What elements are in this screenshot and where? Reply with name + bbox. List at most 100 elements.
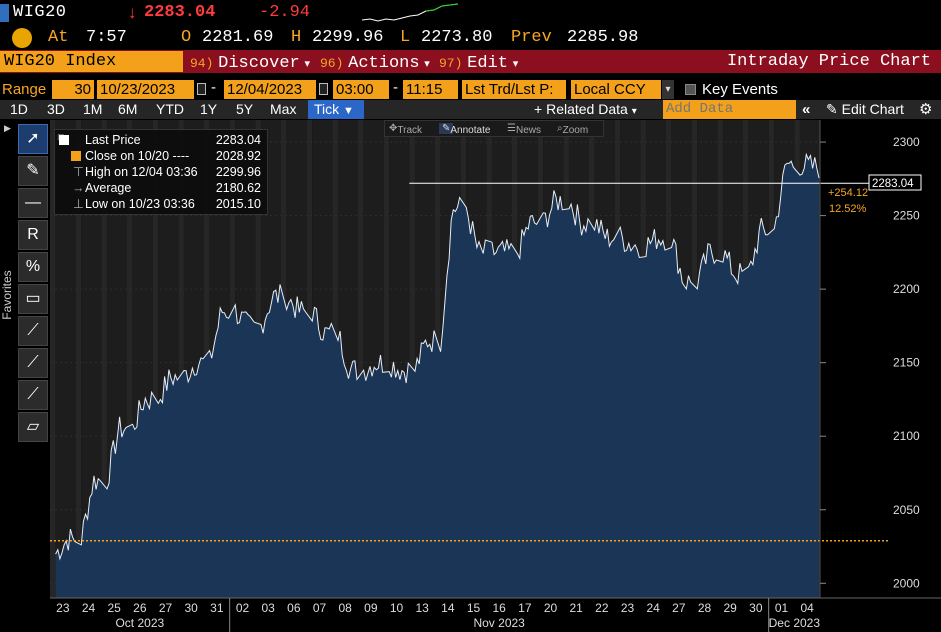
favorites-tab[interactable]: Favorites — [0, 260, 14, 330]
price-line — [55, 152, 820, 561]
range-days-input[interactable]: 30 — [52, 80, 94, 99]
add-data-input[interactable] — [663, 100, 796, 119]
x-tick-label: 23 — [621, 601, 635, 615]
period-1d[interactable]: 1D — [10, 101, 28, 117]
x-tick-label: 30 — [184, 601, 198, 615]
low-value: 2273.80 — [421, 28, 493, 47]
channel-tool[interactable]: ▱ — [18, 412, 48, 442]
actions-menu-label: Actions — [348, 54, 420, 73]
legend-close-value: 2028.92 — [215, 149, 261, 163]
x-tick-label: 10 — [390, 601, 404, 615]
pencil-icon: ✎ — [826, 101, 838, 117]
favorites-label: Favorites — [0, 270, 14, 320]
period-6m[interactable]: 6M — [118, 101, 138, 117]
pencil-tool[interactable]: ✎ — [18, 156, 48, 186]
collapse-chevron-icon[interactable]: « — [802, 101, 811, 118]
x-tick-label: 07 — [313, 601, 327, 615]
x-axis: 23 24 25 26 27 30 31 02 03 06 07 08 09 10 13 14 15 16 17 20… — [50, 597, 941, 632]
x-tick-label: 29 — [723, 601, 737, 615]
trendline-tool[interactable]: ⟋ — [18, 316, 48, 346]
period-max[interactable]: Max — [270, 101, 297, 117]
gear-icon[interactable]: ⚙ — [919, 101, 933, 118]
zoom-label: Zoom — [562, 125, 589, 136]
discover-menu[interactable]: 94) Discover ▾ — [190, 51, 310, 73]
edit-menu-label: Edit — [467, 54, 508, 73]
x-tick-label: 21 — [569, 601, 583, 615]
off-session-band — [152, 120, 159, 598]
last-price-tag-box — [868, 174, 922, 191]
start-date-input[interactable]: 10/23/2023 — [97, 80, 194, 99]
key-events-label: Key Events — [702, 81, 778, 98]
edit-menu[interactable]: 97) Edit ▾ — [439, 51, 519, 73]
low-label: L — [400, 28, 411, 47]
last-price-swatch — [59, 135, 69, 145]
calendar-icon[interactable] — [319, 83, 328, 95]
x-tick-label: 27 — [672, 601, 686, 615]
tick-dropdown[interactable]: Tick ▼ — [308, 100, 364, 119]
quote-time: 7:57 — [86, 28, 127, 47]
rectangle-tool[interactable]: ▭ — [18, 284, 48, 314]
plus-icon: + — [534, 101, 543, 117]
related-data-label: Related Data — [546, 101, 628, 117]
currency-dropdown-icon[interactable]: ▾ — [662, 80, 674, 99]
discover-menu-number: 94) — [190, 56, 214, 71]
news-button[interactable]: ☰ News — [507, 123, 541, 136]
change-abs-label: +254.12 — [828, 187, 868, 199]
legend-low-label: Low on 10/23 03:36 — [85, 197, 195, 211]
change-pct-label: 12.52% — [829, 203, 867, 215]
average-marker-icon: → — [72, 181, 85, 195]
low-marker-icon: ⊥ — [73, 197, 84, 211]
period-5y[interactable]: 5Y — [236, 101, 254, 117]
discover-menu-label: Discover — [218, 54, 300, 73]
close-swatch — [71, 151, 81, 161]
end-time-input[interactable]: 11:15 — [403, 80, 458, 99]
x-tick-label: 03 — [261, 601, 275, 615]
field-select[interactable]: Lst Trd/Lst P: — [462, 80, 566, 99]
zoom-button[interactable]: ⌕ Zoom — [557, 123, 589, 136]
ticker-symbol[interactable]: WIG20 — [13, 3, 67, 22]
period-3d[interactable]: 3D — [47, 101, 65, 117]
calendar-icon[interactable] — [197, 83, 206, 95]
legend-high-label: High on 12/04 03:36 — [85, 165, 198, 179]
price-chart[interactable]: 2000 2050 2100 2150 2200 2250 2300 23 24 25 26 27 3… — [50, 120, 941, 632]
start-time-input[interactable]: 03:00 — [333, 80, 389, 99]
annotate-button[interactable]: ✎ Annotate — [439, 123, 490, 136]
ray-tool[interactable]: ⟋ — [18, 380, 48, 410]
trendline-extended-tool[interactable]: ⟋ — [18, 348, 48, 378]
actions-menu[interactable]: 96) Actions ▾ — [320, 51, 430, 73]
off-session-band — [178, 120, 184, 598]
track-label: Track — [397, 125, 423, 136]
session-band — [55, 120, 76, 598]
text-tool[interactable]: R — [18, 220, 48, 250]
period-ytd[interactable]: YTD — [156, 101, 184, 117]
x-tick-label: 09 — [364, 601, 378, 615]
period-1m[interactable]: 1M — [83, 101, 103, 117]
month-label: Oct 2023 — [115, 616, 164, 630]
expand-triangle-icon[interactable]: ▶ — [4, 123, 11, 133]
dropdown-arrow-icon: ▾ — [424, 58, 430, 70]
menu-bar — [0, 50, 941, 73]
edit-chart-button[interactable]: ✎ Edit Chart — [826, 101, 904, 118]
y-axis: 2000 2050 2100 2150 2200 2250 2300 — [819, 120, 920, 598]
legend-last-price-label: Last Price — [85, 133, 141, 147]
gauge-icon — [12, 28, 32, 48]
x-tick-label: 17 — [518, 601, 532, 615]
off-session-band — [358, 120, 364, 598]
chart-legend: ⊟ Last Price 2283.04 Close on 10/20 ----… — [54, 129, 268, 215]
track-button[interactable]: ✥ Track — [389, 123, 423, 136]
edit-chart-label: Edit Chart — [841, 101, 904, 117]
percent-tool[interactable]: % — [18, 252, 48, 282]
x-tick-label: 01 — [775, 601, 789, 615]
x-tick-label: 04 — [800, 601, 814, 615]
key-events-checkbox[interactable] — [685, 84, 696, 95]
currency-select[interactable]: Local CCY — [571, 80, 661, 99]
high-label: H — [291, 28, 302, 47]
end-date-input[interactable]: 12/04/2023 — [224, 80, 316, 99]
line-tool[interactable]: — — [18, 188, 48, 218]
pointer-tool[interactable]: ➚ — [18, 124, 48, 154]
period-1y[interactable]: 1Y — [200, 101, 218, 117]
dropdown-arrow-icon: ▾ — [512, 58, 519, 70]
y-tick-label: 2250 — [893, 209, 920, 223]
index-name-field[interactable]: WIG20 Index — [0, 51, 183, 72]
related-data-button[interactable]: + Related Data ▾ — [534, 101, 637, 120]
